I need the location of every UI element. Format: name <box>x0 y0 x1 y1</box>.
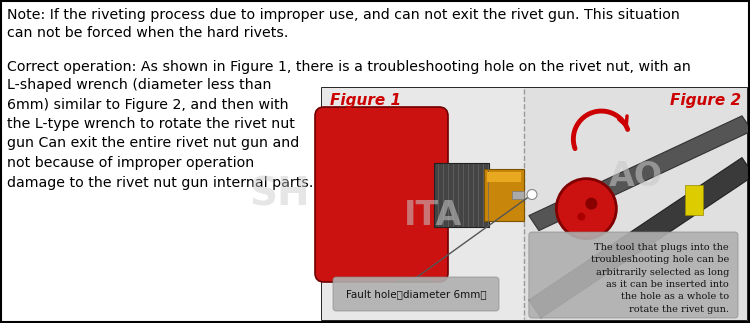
Text: can not be forced when the hard rivets.: can not be forced when the hard rivets. <box>7 26 288 40</box>
Text: gun Can exit the entire rivet nut gun and: gun Can exit the entire rivet nut gun an… <box>7 137 299 151</box>
Text: Note: If the riveting process due to improper use, and can not exit the rivet gu: Note: If the riveting process due to imp… <box>7 8 680 22</box>
Bar <box>322 88 524 320</box>
Circle shape <box>527 190 537 200</box>
Text: AO: AO <box>608 160 662 193</box>
Text: Correct operation: As shown in Figure 1, there is a troubleshooting hole on the : Correct operation: As shown in Figure 1,… <box>7 60 691 74</box>
Bar <box>524 88 747 320</box>
Text: Figure 2: Figure 2 <box>670 93 741 108</box>
Bar <box>484 169 524 221</box>
Bar <box>487 172 521 182</box>
Text: damage to the rivet nut gun internal parts.: damage to the rivet nut gun internal par… <box>7 175 314 190</box>
Text: arbitrarily selected as long: arbitrarily selected as long <box>596 268 729 276</box>
Circle shape <box>585 198 597 210</box>
Polygon shape <box>529 116 750 231</box>
Text: The tool that plugs into the: The tool that plugs into the <box>594 243 729 252</box>
Text: Figure 1: Figure 1 <box>330 93 401 108</box>
Bar <box>685 185 703 215</box>
Text: rotate the rivet gun.: rotate the rivet gun. <box>629 305 729 314</box>
Text: as it can be inserted into: as it can be inserted into <box>606 280 729 289</box>
Text: Fault hole（diameter 6mm）: Fault hole（diameter 6mm） <box>346 289 486 299</box>
Text: L-shaped wrench (diameter less than: L-shaped wrench (diameter less than <box>7 78 272 92</box>
Bar <box>322 88 747 320</box>
Circle shape <box>556 179 616 239</box>
Text: 6mm) similar to Figure 2, and then with: 6mm) similar to Figure 2, and then with <box>7 98 289 111</box>
Text: the hole as a whole to: the hole as a whole to <box>621 292 729 301</box>
Text: SH: SH <box>250 176 310 214</box>
Text: not because of improper operation: not because of improper operation <box>7 156 254 170</box>
FancyBboxPatch shape <box>315 107 448 282</box>
Circle shape <box>578 213 585 221</box>
Bar <box>512 191 524 199</box>
Text: ITA: ITA <box>404 199 462 232</box>
FancyBboxPatch shape <box>333 277 499 311</box>
Text: the L-type wrench to rotate the rivet nut: the L-type wrench to rotate the rivet nu… <box>7 117 295 131</box>
Text: troubleshooting hole can be: troubleshooting hole can be <box>591 255 729 264</box>
FancyBboxPatch shape <box>529 232 738 318</box>
Bar <box>434 162 489 226</box>
Polygon shape <box>529 158 750 318</box>
